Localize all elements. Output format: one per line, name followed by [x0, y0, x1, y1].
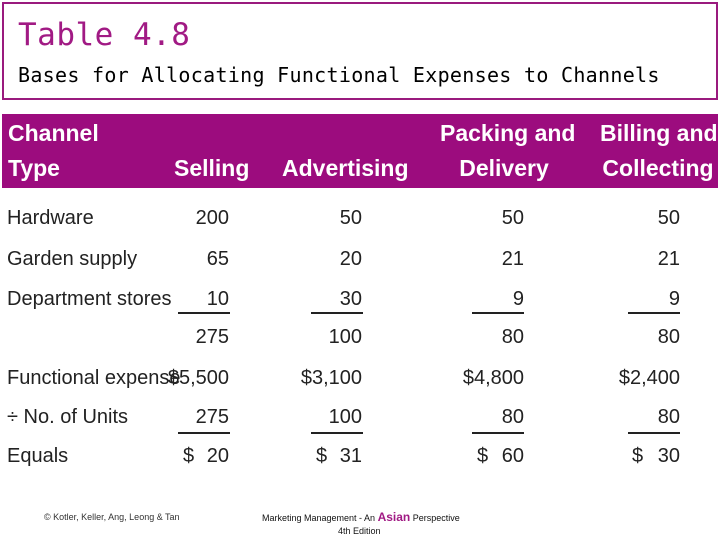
table-cell: 21	[657, 248, 680, 270]
table-cell: 50	[339, 207, 362, 229]
header-billing-collecting: Billing and Collecting	[600, 120, 718, 181]
table-cell: 21	[501, 248, 524, 270]
footer: © Kotler, Keller, Ang, Leong & Tan Marke…	[0, 490, 720, 540]
slide-subtitle: Bases for Allocating Functional Expenses…	[18, 63, 660, 87]
table-header: Channel Type Selling Advertising Packing…	[2, 114, 718, 188]
sum-rule	[178, 312, 230, 314]
table-cell: 50	[501, 207, 524, 229]
table-cell: 30	[657, 445, 680, 467]
header-advertising: Advertising	[282, 155, 409, 181]
row-label: Equals	[7, 445, 69, 467]
table-cell: 80	[657, 406, 680, 428]
title-box: Table 4.8 Bases for Allocating Functiona…	[2, 2, 718, 100]
expense-table: Channel Type Selling Advertising Packing…	[0, 110, 720, 490]
table-cell: 50	[657, 207, 680, 229]
footer-book-asian: Asian	[377, 510, 411, 524]
footer-authors: © Kotler, Keller, Ang, Leong & Tan	[44, 512, 180, 522]
table-cell: $3,100	[300, 367, 362, 389]
header-selling: Selling	[174, 155, 250, 181]
table-cell: 100	[328, 406, 362, 428]
sum-rule	[311, 432, 363, 434]
row-label: Department stores	[7, 288, 172, 310]
currency-symbol: $	[183, 445, 195, 467]
currency-symbol: $	[632, 445, 644, 467]
sum-rule	[628, 432, 680, 434]
row-label: Hardware	[7, 207, 94, 229]
sum-rule	[178, 432, 230, 434]
sum-rule	[311, 312, 363, 314]
table-cell: 20	[206, 445, 229, 467]
table-cell: 65	[206, 248, 229, 270]
footer-book-suffix: Perspective	[412, 513, 460, 523]
table-cell: 200	[195, 207, 229, 229]
footer-book-title: Marketing Management - An Asian Perspect…	[262, 510, 472, 536]
row-label: Functional expense	[7, 367, 181, 389]
sum-rule	[472, 312, 524, 314]
table-cell: 60	[501, 445, 524, 467]
row-label: Garden supply	[7, 248, 138, 270]
table-cell: 31	[339, 445, 362, 467]
slide-title: Table 4.8	[18, 17, 191, 53]
header-channel-type: Channel Type	[8, 120, 99, 181]
header-packing-delivery: Packing and Delivery	[440, 120, 576, 181]
table-cell: 9	[668, 288, 680, 310]
table-cell: $5,500	[167, 367, 229, 389]
table-cell: $4,800	[462, 367, 524, 389]
table-cell: 30	[339, 288, 362, 310]
table-cell: $2,400	[618, 367, 680, 389]
table-cell: 100	[328, 326, 362, 348]
footer-edition: 4th Edition	[338, 526, 381, 536]
table-cell: 275	[195, 406, 229, 428]
sum-rule	[628, 312, 680, 314]
table-cell: 80	[501, 326, 524, 348]
row-label: ÷ No. of Units	[7, 406, 129, 428]
table-cell: 80	[657, 326, 680, 348]
table-cell: 275	[195, 326, 229, 348]
footer-book-prefix: Marketing Management - An	[262, 513, 376, 523]
currency-symbol: $	[316, 445, 328, 467]
table-cell: 9	[512, 288, 524, 310]
sum-rule	[472, 432, 524, 434]
table-cell: 80	[501, 406, 524, 428]
currency-symbol: $	[477, 445, 489, 467]
table-cell: 10	[206, 288, 229, 310]
table-cell: 20	[339, 248, 362, 270]
